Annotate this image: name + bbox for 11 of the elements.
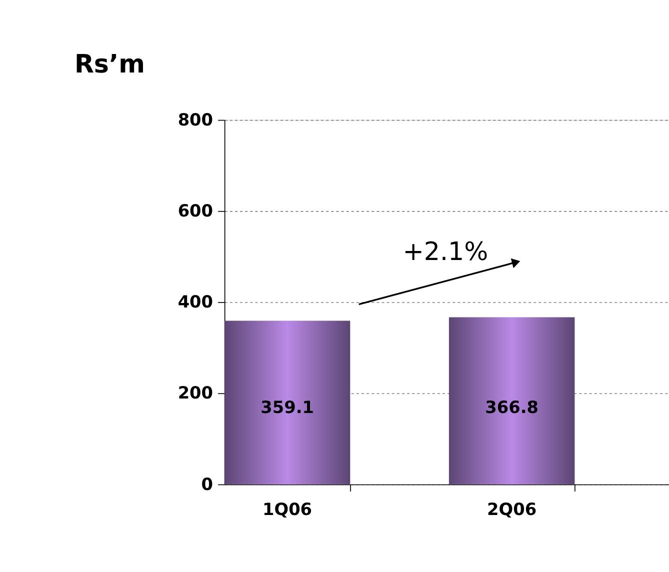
y-tick-label: 400 <box>178 292 214 312</box>
y-tick-label: 0 <box>201 474 214 494</box>
y-tick-label: 600 <box>178 200 214 220</box>
y-tick-label: 800 <box>178 109 214 130</box>
chart-title: Rs’m <box>74 50 145 79</box>
data-label: 359.1 <box>260 396 314 417</box>
x-tick-label: 2Q06 <box>487 499 537 520</box>
y-tick-label: 200 <box>178 382 214 403</box>
x-tick-label: 1Q06 <box>262 499 312 520</box>
data-label: 366.8 <box>485 396 538 417</box>
annotation: +2.1% <box>402 236 488 266</box>
